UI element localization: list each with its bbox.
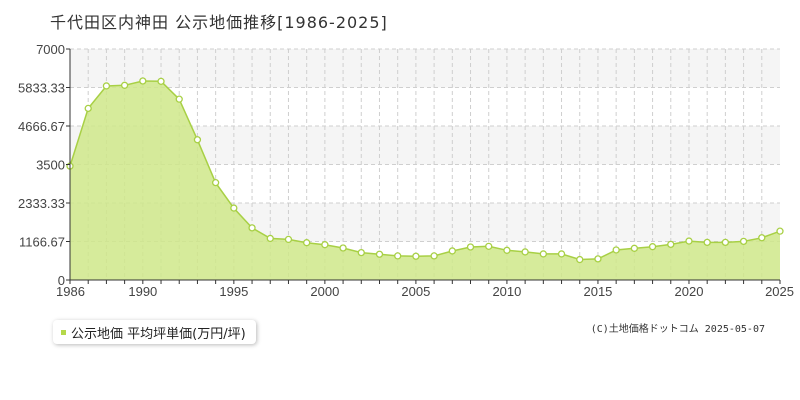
data-point-2015 xyxy=(594,255,602,263)
legend-swatch xyxy=(61,329,66,335)
x-tick-label: 2020 xyxy=(675,284,704,299)
legend-label: 公示地価 平均坪単価(万円/坪) xyxy=(71,326,246,342)
data-point-1993 xyxy=(193,136,202,144)
data-point-2014 xyxy=(576,255,584,264)
y-tick-label: 3500 xyxy=(36,158,65,173)
x-tick-label: 2010 xyxy=(492,284,521,299)
data-point-2018 xyxy=(648,243,657,251)
y-tick-label: 2333.33 xyxy=(18,196,65,211)
data-point-1995 xyxy=(230,204,238,212)
axes xyxy=(66,48,781,284)
x-tick-labels: 1986 1990 1995 2000 2005 2010 2015 2020 2025 xyxy=(56,284,794,299)
data-point-2007 xyxy=(448,247,456,255)
y-tick-label: 5833.33 xyxy=(18,81,65,96)
data-point-2011 xyxy=(521,248,529,256)
data-point-1992 xyxy=(175,95,183,103)
data-point-2009 xyxy=(485,242,493,250)
data-point-2006 xyxy=(430,252,438,260)
data-point-1990 xyxy=(139,77,147,85)
data-point-2019 xyxy=(667,240,675,249)
chart-title: 千代田区内神田 公示地価推移[1986-2025] xyxy=(50,13,388,32)
data-point-2004 xyxy=(394,252,402,260)
grid-band xyxy=(70,49,780,88)
y-tick-label: 4666.67 xyxy=(18,119,65,134)
data-point-1998 xyxy=(284,235,293,244)
data-point-2000 xyxy=(321,241,329,249)
data-point-2024 xyxy=(758,234,766,242)
data-point-2025 xyxy=(776,227,784,235)
data-point-1994 xyxy=(211,178,220,187)
data-point-2023 xyxy=(739,237,748,246)
data-point-2002 xyxy=(357,248,365,257)
x-tick-label: 1990 xyxy=(128,284,157,299)
data-point-2020 xyxy=(685,237,693,245)
x-tick-label: 2025 xyxy=(765,284,794,299)
data-point-1996 xyxy=(248,224,256,232)
copyright-credit: (C)土地価格ドットコム 2025-05-07 xyxy=(590,324,765,335)
data-point-1999 xyxy=(303,239,311,247)
data-point-1989 xyxy=(120,81,129,89)
data-point-1987 xyxy=(84,104,92,113)
x-tick-label: 1986 xyxy=(56,284,85,299)
y-tick-label: 0 xyxy=(58,273,65,288)
data-points xyxy=(66,77,784,264)
data-point-2021 xyxy=(703,238,711,247)
data-point-2005 xyxy=(412,252,420,260)
data-point-2003 xyxy=(375,250,384,258)
data-point-1991 xyxy=(157,77,165,85)
data-point-2010 xyxy=(503,246,511,254)
x-tick-label: 2015 xyxy=(583,284,612,299)
data-point-2001 xyxy=(339,244,347,252)
y-tick-label: 7000 xyxy=(36,42,65,57)
data-point-2017 xyxy=(630,244,639,252)
price-line xyxy=(69,80,781,261)
data-point-2013 xyxy=(557,250,566,258)
horizontal-gridlines xyxy=(70,48,780,242)
data-point-2008 xyxy=(466,243,475,251)
y-tick-label: 1166.67 xyxy=(19,234,65,249)
data-point-2022 xyxy=(721,238,730,247)
x-tick-label: 2005 xyxy=(401,284,430,299)
data-point-1988 xyxy=(102,82,111,90)
legend: 公示地価 平均坪単価(万円/坪) xyxy=(53,320,256,344)
data-point-2016 xyxy=(612,246,620,254)
data-point-1997 xyxy=(266,234,274,243)
x-tick-label: 1995 xyxy=(219,284,248,299)
price-area xyxy=(70,81,780,280)
y-tick-labels: 0 1166.67 2333.33 3500 4666.67 5833.33 7000 xyxy=(18,42,65,288)
data-point-2012 xyxy=(539,250,547,258)
x-tick-label: 2000 xyxy=(310,284,339,299)
